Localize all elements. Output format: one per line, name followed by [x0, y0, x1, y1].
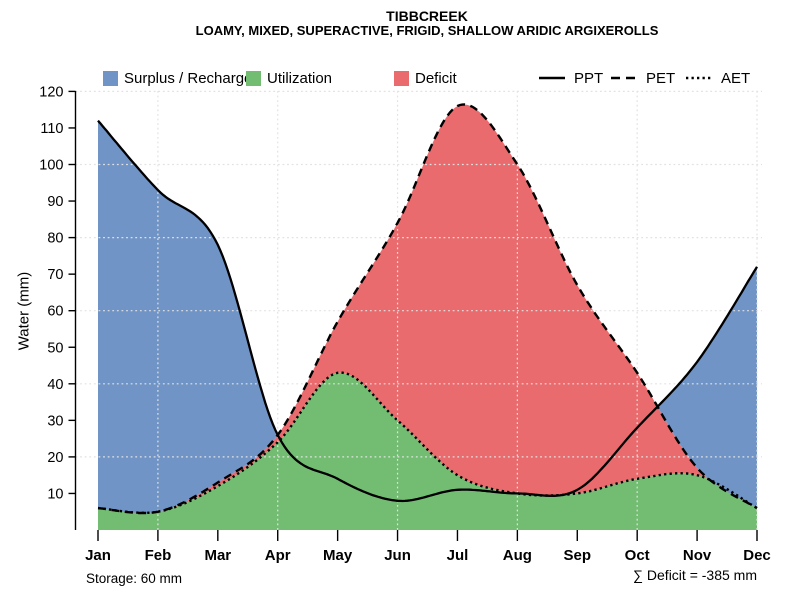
x-tick-label: Jul	[447, 547, 469, 564]
y-tick-label: 30	[47, 413, 63, 429]
y-tick-label: 80	[47, 231, 63, 247]
utilization-label: Utilization	[267, 70, 333, 87]
y-tick-label: 110	[40, 121, 63, 137]
x-tick-label: Nov	[683, 547, 712, 564]
deficit-label: Deficit	[415, 70, 457, 87]
x-tick-label: May	[323, 547, 353, 564]
y-tick-label: 90	[47, 194, 63, 210]
y-tick-label: 50	[47, 340, 63, 356]
deficit-area	[98, 104, 757, 513]
surplus-area	[98, 120, 278, 513]
pet-label: PET	[646, 70, 676, 87]
x-tick-label: Feb	[145, 547, 172, 564]
y-tick-label: 120	[39, 84, 63, 100]
y-tick-label: 10	[47, 486, 63, 502]
legend-ppt: PPT	[538, 70, 604, 87]
y-tick-label: 40	[47, 377, 63, 393]
ppt-line-sample	[539, 76, 565, 80]
legend-aet: AET	[685, 70, 751, 87]
surplus-area	[657, 266, 757, 509]
x-tick-label: Sep	[564, 547, 592, 564]
legend-deficit: Deficit	[394, 70, 457, 87]
legend-surplus: Surplus / Recharge	[103, 70, 253, 87]
x-tick-label: Jan	[85, 547, 111, 564]
y-tick-label: 60	[47, 304, 63, 320]
pet-line	[97, 103, 758, 515]
x-tick-label: Aug	[503, 547, 532, 564]
y-axis-title: Water (mm)	[15, 271, 33, 351]
aet-line-sample	[686, 76, 712, 80]
aet-label: AET	[721, 70, 751, 87]
x-tick-label: Mar	[204, 547, 231, 564]
legend-pet: PET	[610, 70, 676, 87]
x-tick-label: Oct	[625, 547, 650, 564]
deficit-total: ∑ Deficit = -385 mm	[633, 567, 757, 583]
ppt-line	[97, 119, 758, 503]
y-tick-label: 100	[39, 158, 63, 174]
aet-line	[97, 371, 758, 514]
x-tick-label: Dec	[743, 547, 771, 564]
storage-label: Storage: 60 mm	[86, 571, 183, 586]
x-tick-label: Jun	[384, 547, 411, 564]
legend-utilization: Utilization	[246, 70, 333, 87]
ppt-label: PPT	[574, 70, 604, 87]
x-tick-label: Apr	[265, 547, 291, 564]
deficit-swatch	[394, 71, 409, 86]
y-tick-label: 70	[47, 267, 63, 283]
page-title: TIBBCREEK	[386, 8, 468, 24]
utilization-swatch	[246, 71, 261, 86]
pet-line-sample	[611, 76, 637, 80]
utilization-area	[98, 372, 757, 530]
surplus-swatch	[103, 71, 118, 86]
page-subtitle: LOAMY, MIXED, SUPERACTIVE, FRIGID, SHALL…	[195, 23, 659, 38]
surplus-label: Surplus / Recharge	[124, 70, 253, 87]
y-tick-label: 20	[47, 450, 63, 466]
